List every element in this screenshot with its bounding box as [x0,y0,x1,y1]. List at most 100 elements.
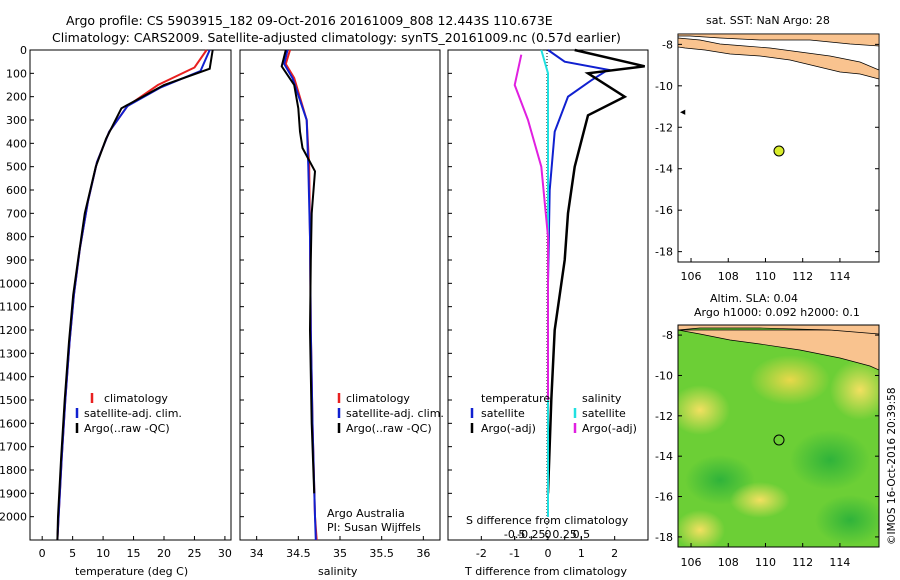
depth-tick-label: 600 [6,184,27,197]
legend-temperature-title: temperature [481,392,550,405]
s-diff-tick-label: 0 [545,528,552,541]
temperature-tick-label: 0 [39,547,46,560]
temperature-x-axis: 0 5 10 15 20 25 30 [39,536,232,560]
depth-tick-label: 100 [6,67,27,80]
map-lat-tick-label: -8 [662,329,673,342]
map-lon-tick-label: 106 [681,556,702,569]
map1-lon-marker: ◂ [680,106,686,118]
java-land [677,37,880,80]
t-diff-tick-label: 2 [611,547,618,560]
salinity-x-axis: 34 34.5 35 35.5 36 [250,536,430,560]
depth-tick-label: 1500 [0,394,27,407]
depth-tick-label: 200 [6,91,27,104]
depth-tick-label: 0 [20,44,27,57]
s-diff-tick-label: 0.25 [552,528,577,541]
argo-float-marker-sla [773,434,785,446]
map1-axes: -8 -10 -12 -14 -16 -18 106 108 110 112 114 [655,38,879,283]
difference-profiles [513,48,645,517]
salinity-panel [239,49,441,541]
s-diff-tick-label: -0.5 [504,528,525,541]
temperature-tick-label: 30 [218,547,232,560]
s-diff-tick-label: -0.25 [517,528,545,541]
credit-pi: PI: Susan Wijffels [327,521,421,534]
temperature-xlabel: temperature (deg C) [75,565,188,578]
salinity-tick-label: 36 [416,547,430,560]
sst-map: ◂ [677,33,880,263]
map-lon-tick-label: 106 [681,270,702,283]
depth-tick-label: 300 [6,114,27,127]
legend-argo: Argo(..raw -QC) [84,422,170,435]
map2-title2: Argo h1000: 0.092 h2000: 0.1 [694,306,860,319]
depth-tick-label: 1900 [0,487,27,500]
profile-line [280,49,317,494]
map2-title1: Altim. SLA: 0.04 [710,292,798,305]
map-lat-tick-label: -10 [655,369,673,382]
argo-float-marker [773,145,785,157]
temperature-tick-label: 5 [69,547,76,560]
legend-sal-satellite-adj: satellite-adj. clim. [346,407,444,420]
map-lon-tick-label: 108 [718,270,739,283]
salinity-xlabel: salinity [318,565,358,578]
t-diff-tick-label: -2 [476,547,487,560]
map-lon-tick-label: 110 [755,556,776,569]
depth-tick-label: 1800 [0,464,27,477]
temperature-tick-label: 15 [127,547,141,560]
t-diff-tick-label: 0 [545,547,552,560]
profile-line [513,54,549,400]
map2-axes: -8 -10 -12 -14 -16 -18 106 108 110 112 114 [655,329,879,569]
t-diff-tick-label: 1 [578,547,585,560]
map-lat-tick-label: -18 [655,531,673,544]
map-lat-tick-label: -14 [655,450,673,463]
salinity-profiles [280,49,318,541]
sla-map [678,325,879,547]
depth-tick-label: 500 [6,161,27,174]
depth-tick-label: 1700 [0,441,27,454]
depth-tick-label: 700 [6,207,27,220]
profile-line [546,48,645,494]
salinity-tick-label: 34 [250,547,264,560]
difference-legend: temperature salinity satellite Argo(-adj… [470,392,637,435]
salinity-tick-label: 35.5 [369,547,394,560]
figure-title-line1: Argo profile: CS 5903915_182 09-Oct-2016… [66,13,553,28]
map-lon-tick-label: 110 [755,270,776,283]
profile-line [56,49,214,541]
map-lat-tick-label: -18 [655,246,673,259]
map-lat-tick-label: -12 [655,410,673,423]
depth-tick-label: 900 [6,254,27,267]
legend-t-argo: Argo(-adj) [481,422,536,435]
difference-x-axis: -2 -1 0 1 2 -0.5-0.250 0.250.5 [476,528,618,560]
map-lat-tick-label: -8 [662,38,673,51]
depth-tick-label: 800 [6,231,27,244]
t-diff-tick-label: -1 [509,547,520,560]
map-lon-tick-label: 112 [792,556,813,569]
salinity-tick-label: 34.5 [286,547,311,560]
t-difference-xlabel: T difference from climatology [464,565,627,578]
salinity-tick-label: 35 [333,547,347,560]
legend-satellite-adj: satellite-adj. clim. [84,407,182,420]
legend-climatology: climatology [104,392,168,405]
s-diff-tick-label: 0.5 [573,528,591,541]
depth-tick-label: 2000 [0,511,27,524]
map-lon-tick-label: 112 [792,270,813,283]
depth-tick-label: 1300 [0,347,27,360]
depth-tick-label: 1000 [0,277,27,290]
temperature-legend: climatology satellite-adj. clim. Argo(..… [75,392,182,435]
credit-argo-australia: Argo Australia [327,507,405,520]
map-lat-tick-label: -16 [655,204,673,217]
depth-tick-label: 1100 [0,301,27,314]
legend-sal-argo: Argo(..raw -QC) [346,422,432,435]
legend-sal-climatology: climatology [346,392,410,405]
figure-title-line2: Climatology: CARS2009. Satellite-adjuste… [52,30,621,45]
map-lon-tick-label: 114 [829,556,850,569]
legend-t-satellite: satellite [481,407,525,420]
map-lat-tick-label: -14 [655,163,673,176]
depth-tick-label: 1400 [0,371,27,384]
s-difference-xlabel: S difference from climatology [466,514,629,527]
map-lon-tick-label: 114 [829,270,850,283]
depth-axis: 0 100 200 300 400 500 600 700 800 900 1000 1100 1200… [0,44,452,524]
map-lon-tick-label: 108 [718,556,739,569]
temperature-tick-label: 20 [157,547,171,560]
depth-tick-label: 1200 [0,324,27,337]
map-lat-tick-label: -10 [655,80,673,93]
legend-s-satellite: satellite [582,407,626,420]
